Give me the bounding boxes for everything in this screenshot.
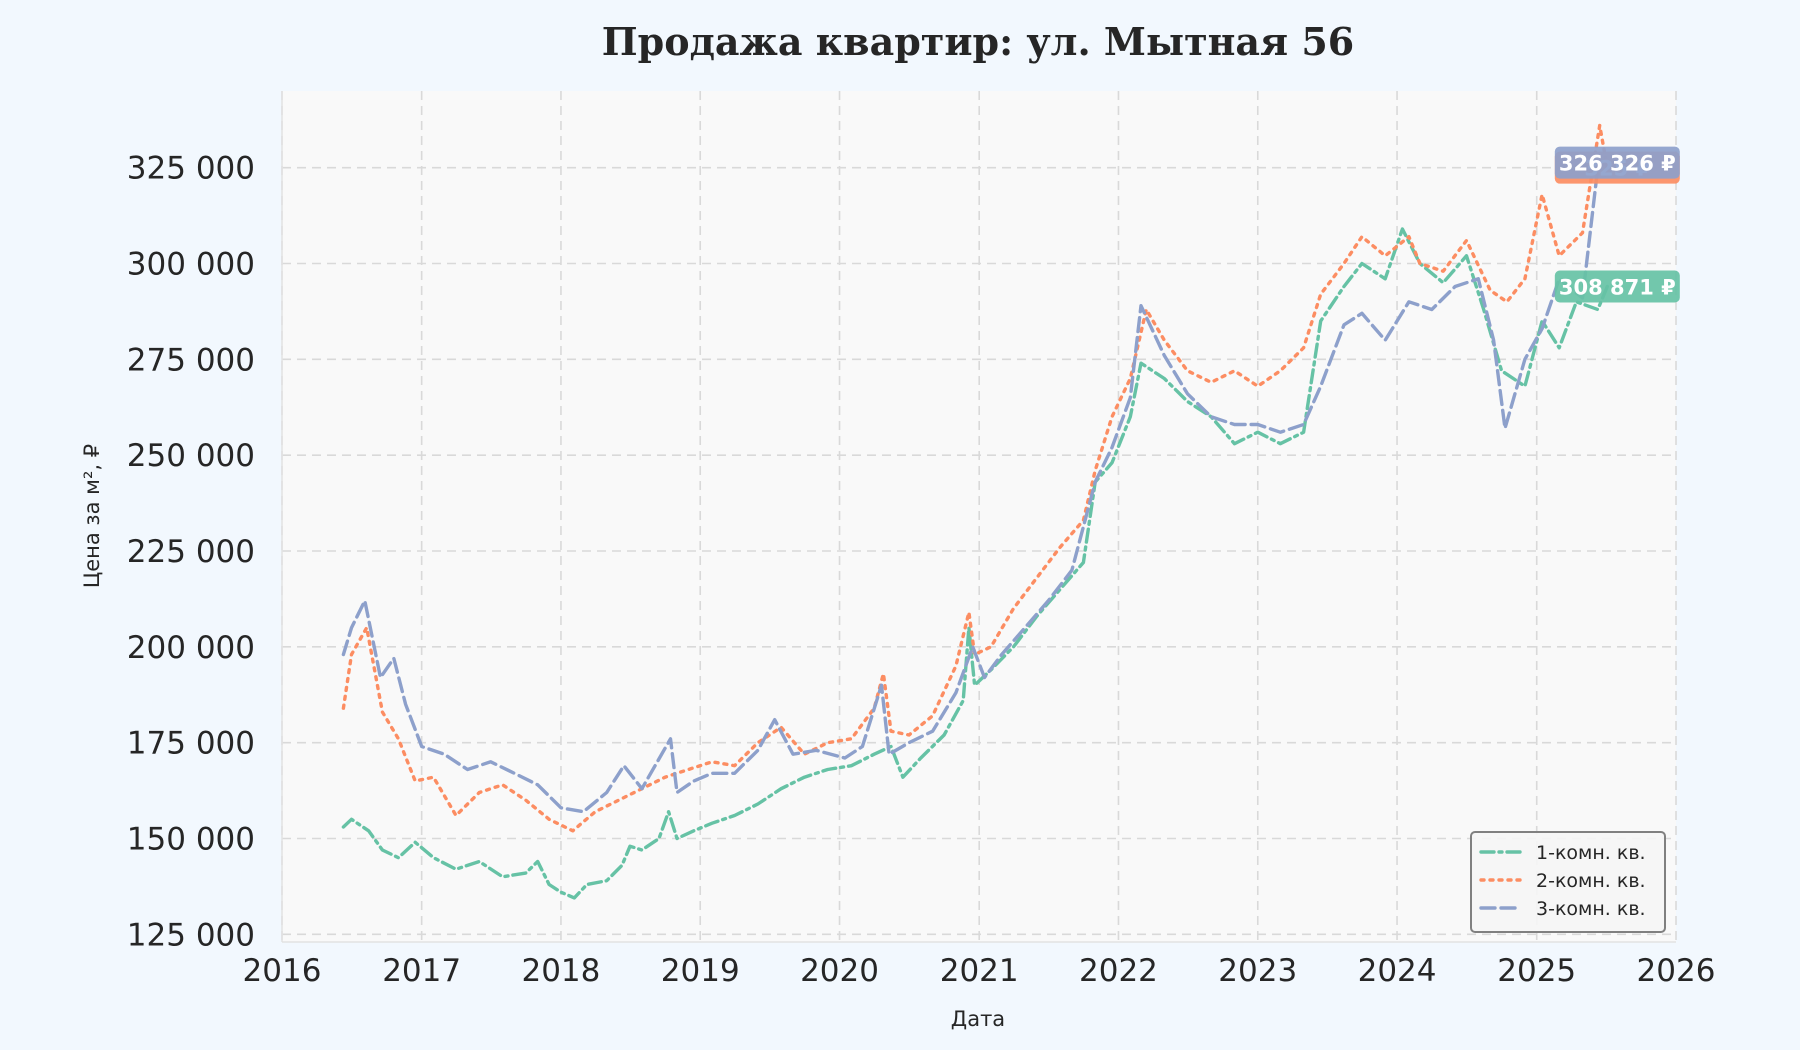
- end-label-text-1: 308 871 ₽: [1559, 276, 1676, 300]
- y-tick-175000: 175 000: [127, 726, 255, 762]
- x-tick-2020: 2020: [800, 953, 879, 989]
- y-tick-200000: 200 000: [127, 630, 255, 666]
- series-lines: [341, 123, 1609, 900]
- x-tick-2023: 2023: [1218, 953, 1297, 989]
- legend-item-1: 1-комн. кв.: [1479, 842, 1646, 864]
- x-tick-2018: 2018: [521, 953, 600, 989]
- x-tick-labels: 2016 2017 2018 2019 2020 2021 2022 2023 2024 2025…: [243, 953, 1716, 989]
- y-tick-125000: 125 000: [127, 917, 255, 953]
- y-tick-150000: 150 000: [127, 822, 255, 858]
- x-tick-2017: 2017: [382, 953, 461, 989]
- legend-box: [1470, 831, 1666, 933]
- y-axis-label: Цена за м², ₽: [80, 444, 104, 588]
- y-tick-325000: 325 000: [127, 151, 255, 187]
- legend-label-2: 2-комн. кв.: [1536, 870, 1646, 892]
- legend-item-3: 3-комн. кв.: [1479, 898, 1646, 920]
- end-label-text-3: 326 326 ₽: [1559, 152, 1676, 176]
- x-tick-2022: 2022: [1079, 953, 1158, 989]
- axes: [281, 91, 1676, 943]
- end-labels: 308 871 ₽325 ₽326 326 ₽: [1554, 146, 1680, 303]
- x-tick-2019: 2019: [661, 953, 740, 989]
- x-axis-label: Дата: [951, 1007, 1005, 1031]
- end-label-bg-3: [1554, 146, 1680, 179]
- end-label-1: 308 871 ₽: [1554, 270, 1680, 303]
- x-tick-2016: 2016: [243, 953, 322, 989]
- legend-label-3: 3-комн. кв.: [1536, 898, 1646, 920]
- end-label-bg-1: [1554, 270, 1680, 303]
- y-tick-300000: 300 000: [127, 247, 255, 283]
- x-tick-2026: 2026: [1637, 953, 1716, 989]
- y-tick-labels: 125 000 150 000 175 000 200 000 225 000 250 0…: [127, 151, 255, 954]
- end-label-3: 326 326 ₽: [1554, 146, 1680, 179]
- legend-item-2: 2-комн. кв.: [1479, 870, 1646, 892]
- legend: 1-комн. кв. 2-комн. кв. 3-комн. кв.: [1470, 831, 1666, 933]
- series-line-1: [341, 227, 1609, 900]
- x-tick-2024: 2024: [1358, 953, 1437, 989]
- y-tick-225000: 225 000: [127, 534, 255, 570]
- series-line-3: [341, 160, 1609, 814]
- x-tick-2025: 2025: [1497, 953, 1576, 989]
- y-tick-250000: 250 000: [127, 438, 255, 474]
- chart-title: Продажа квартир: ул. Мытная 56: [602, 19, 1354, 64]
- grid: [281, 91, 1677, 942]
- legend-label-1: 1-комн. кв.: [1536, 842, 1646, 864]
- x-tick-2021: 2021: [940, 953, 1019, 989]
- y-tick-275000: 275 000: [127, 342, 255, 378]
